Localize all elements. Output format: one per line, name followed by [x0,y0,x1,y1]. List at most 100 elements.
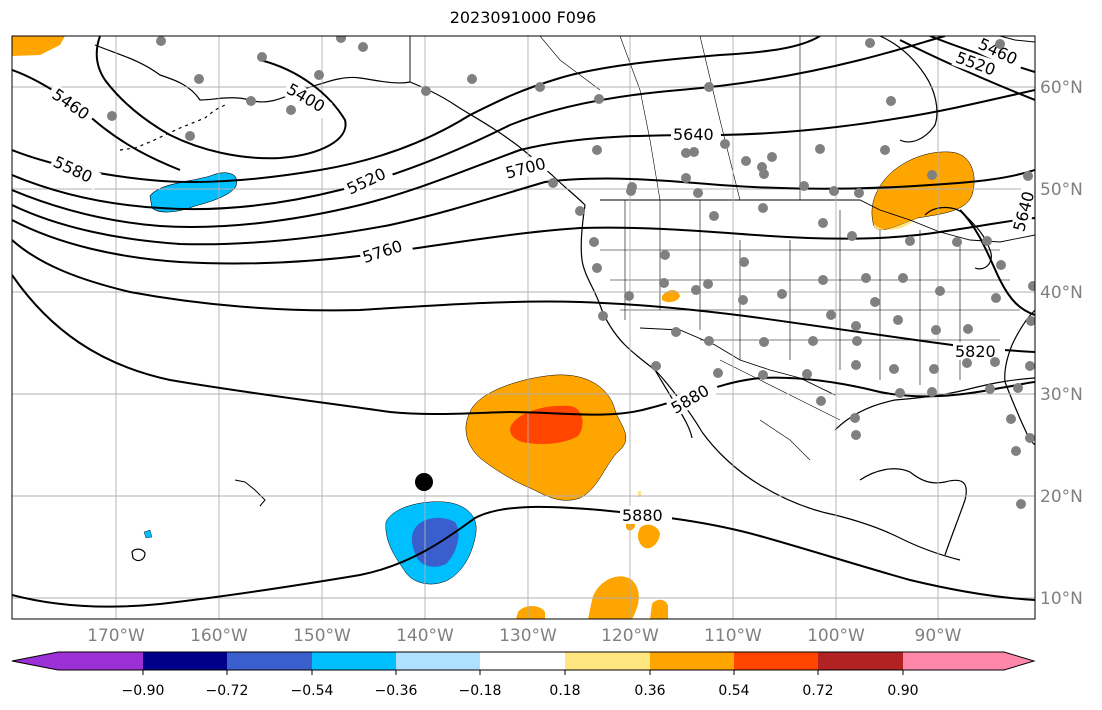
colorbar-tick-label: 0.36 [634,683,665,699]
station-dot [1006,414,1016,424]
station-dot [592,145,602,155]
mexico-coast [701,431,961,561]
station-dot [671,327,681,337]
colorbar-segment [58,652,143,670]
height-contours [12,36,1035,608]
station-dot [535,82,545,92]
station-dot [659,278,669,288]
contour-5580 [12,36,946,211]
station-dot [703,279,713,289]
contour-5640 [12,89,1035,228]
station-dot [854,188,864,198]
colorbar-segment [480,652,565,670]
colorbar-ticks [142,670,904,675]
station-dot [194,74,204,84]
station-dot [185,131,195,141]
storm-position-marker [415,473,433,491]
station-dot [592,263,602,273]
aleutians [119,104,226,151]
station-dot [889,364,899,374]
colorbar-tick-label: 0.72 [802,683,833,699]
contour-label-5820: 5820 [955,342,996,361]
contour-label-5640: 5640 [673,125,714,144]
colorbar-tick-label: 0.18 [549,683,580,699]
station-dot [421,86,431,96]
station-dot [931,325,941,335]
contour-5880-north [12,274,1035,416]
station-dot [767,152,777,162]
station-dot [985,384,995,394]
colorbar-segment [565,652,650,670]
station-dot [851,430,861,440]
colorbar-segment [227,652,312,670]
map-frame [11,35,1036,620]
colorbar-tick-label: −0.72 [206,683,249,699]
station-dot [107,111,117,121]
station-dot [852,336,862,346]
station-dot [467,74,477,84]
contour-5520-ne [899,39,1035,101]
plot-title: 2023091000 F096 [449,8,597,27]
station-dot [156,36,166,46]
station-dot [963,324,973,334]
station-dot [962,358,972,368]
station-dot [626,186,636,196]
station-dot [826,310,836,320]
station-dot [851,321,861,331]
shade-lightblue-gulf [149,172,237,213]
map-background [12,36,1035,619]
lon-label: 90°W [915,626,962,646]
hawaii-1 [234,479,266,507]
station-dot [336,36,346,43]
colorbar-tick-label: −0.18 [459,683,502,699]
station-dot [799,181,809,191]
station-dot [935,286,945,296]
colorbar-segment [734,652,818,670]
station-dot [777,289,787,299]
station-dot [952,237,962,247]
station-dot [589,237,599,247]
great-lakes [924,206,992,270]
station-dot [660,250,670,260]
station-dot [681,173,691,183]
shade-orange-bottom-3 [650,599,668,619]
latitude-labels: 60°N 50°N 40°N 30°N 20°N 10°N [1040,78,1083,609]
station-dot [815,144,825,154]
lon-label: 160°W [190,626,248,646]
station-markers [107,36,1035,509]
colorbar-segment [903,652,1004,670]
contour-5760 [12,217,1035,265]
station-dot [905,236,915,246]
station-dot [990,357,1000,367]
station-dot [1013,383,1023,393]
colorbar-extend-min [12,652,58,670]
station-dot [693,188,703,198]
lon-label: 150°W [293,626,351,646]
station-dot [802,369,812,379]
colorbar-tick-label: −0.54 [291,683,334,699]
contour-5460-west [12,69,181,171]
shade-blue-hawaii [411,517,459,567]
lat-label: 50°N [1040,180,1083,200]
station-dot [704,336,714,346]
colorbar-tick-label: −0.36 [375,683,418,699]
colorbar-tick-label: 0.90 [887,683,918,699]
lon-label: 100°W [807,626,865,646]
station-dot [898,273,908,283]
station-dot [1025,433,1035,443]
colorbar-segment [650,652,734,670]
contour-5880-south [12,505,1035,608]
shade-orange-small-2 [637,524,660,549]
station-dot [865,38,875,48]
station-dot [851,360,861,370]
station-dot [991,293,1001,303]
station-dot [246,96,256,106]
lat-label: 10°N [1040,589,1083,609]
station-dot [861,273,871,283]
station-dot [575,206,585,216]
station-dot [893,315,903,325]
hawaii-2 [131,548,146,562]
coastlines [94,36,1035,562]
contour-5460-ne [929,36,1035,73]
station-dot [709,211,719,221]
